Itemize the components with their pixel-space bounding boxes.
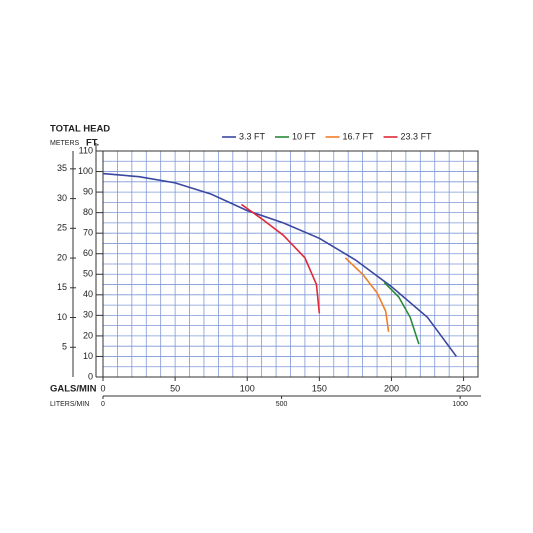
x2-axis-title: LITERS/MIN — [50, 401, 89, 408]
curve — [344, 257, 390, 332]
y-tick-label: 50 — [83, 269, 93, 279]
y-tick-label: 90 — [83, 186, 93, 196]
y2-axis-title: METERS — [50, 140, 80, 147]
y2-tick-label: 25 — [57, 223, 67, 233]
legend-label: 3.3 FT — [239, 131, 266, 141]
x-axis-title: GALS/MIN — [50, 384, 97, 395]
y-tick-label: 60 — [83, 248, 93, 258]
x-tick-label: 100 — [240, 383, 255, 393]
x2-tick-label: 0 — [101, 401, 105, 408]
y2-tick-label: 35 — [57, 163, 67, 173]
x2-tick-label: 1000 — [452, 401, 468, 408]
y-tick-label: 80 — [83, 207, 93, 217]
x-tick-label: 50 — [170, 383, 180, 393]
y-tick-label: 110 — [79, 145, 93, 155]
y-tick-label: 40 — [83, 289, 93, 299]
y-tick-label: 30 — [83, 310, 93, 320]
x2-tick-label: 500 — [276, 401, 288, 408]
y2-tick-label: 10 — [57, 312, 67, 322]
x-tick-label: 200 — [384, 383, 399, 393]
legend-label: 16.7 FT — [343, 131, 375, 141]
legend-label: 10 FT — [292, 131, 316, 141]
y2-tick-label: 5 — [62, 342, 67, 352]
y2-tick-label: 30 — [57, 193, 67, 203]
y2-tick-label: 20 — [57, 252, 67, 262]
y-tick-label: 0 — [88, 371, 93, 381]
y-tick-label: 100 — [78, 166, 93, 176]
curve — [383, 281, 420, 345]
y-tick-label: 10 — [83, 351, 93, 361]
curve — [102, 172, 458, 357]
y-tick-label: 20 — [83, 330, 93, 340]
curve — [240, 203, 321, 314]
legend-label: 23.3 FT — [401, 131, 433, 141]
y-tick-label: 70 — [83, 228, 93, 238]
x-tick-label: 0 — [100, 383, 105, 393]
y-axis-title: TOTAL HEAD — [50, 124, 110, 135]
y2-tick-label: 15 — [57, 282, 67, 292]
y-axis-unit: FT. — [86, 138, 99, 149]
plot-frame — [102, 150, 479, 378]
x-tick-label: 150 — [312, 383, 327, 393]
x-tick-label: 250 — [456, 383, 471, 393]
